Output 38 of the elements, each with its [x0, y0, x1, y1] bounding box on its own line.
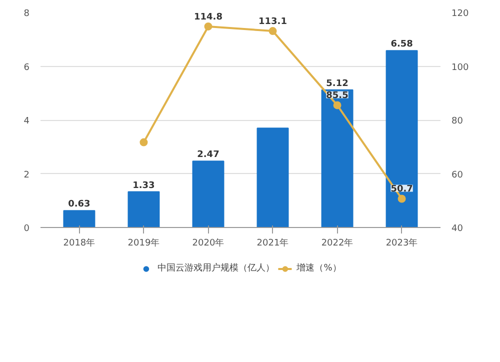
point: [333, 101, 342, 110]
y2-tick-label: 60: [452, 170, 464, 180]
x-tick-label: 2022年: [321, 238, 354, 248]
y-tick-label: 0: [24, 224, 30, 234]
bar: [63, 210, 96, 228]
data-label: 1.33: [132, 180, 155, 191]
x-tick-label: 2021年: [256, 238, 289, 248]
y2-tick-label: 80: [452, 116, 464, 126]
data-label: 50.7: [390, 184, 413, 195]
point: [140, 138, 148, 146]
y2-tick-label: 100: [452, 62, 469, 73]
legend-label: 增速（%）: [296, 262, 342, 274]
y2-tick-label: 40: [452, 224, 464, 234]
data-label: 6.58: [390, 40, 413, 50]
data-label: 85.5: [326, 91, 348, 102]
point: [268, 27, 277, 36]
data-label: 114.8: [194, 12, 222, 22]
data-label: 2.47: [197, 150, 220, 160]
y-tick-label: 6: [24, 62, 30, 73]
y-tick-label: 2: [24, 170, 30, 180]
x-tick-label: 2023年: [386, 238, 418, 248]
x-tick-label: 2020年: [192, 238, 224, 248]
bar: [386, 50, 418, 228]
data-label: 5.12: [326, 78, 348, 89]
x-tick-label: 2018年: [63, 238, 96, 248]
data-label: 0.63: [68, 200, 90, 210]
y-tick-label: 4: [24, 116, 30, 126]
y-tick-label: 8: [24, 9, 30, 19]
bar: [128, 191, 160, 228]
point: [398, 194, 406, 203]
y2-tick-label: 120: [452, 9, 469, 19]
x-tick-label: 2019年: [128, 238, 160, 248]
legend-label: 中国云游戏用户规模（亿人）: [158, 262, 275, 274]
data-label: 113.1: [258, 17, 287, 28]
point: [204, 22, 212, 30]
bar: [192, 160, 224, 228]
bar: [321, 89, 354, 228]
bar: [256, 128, 289, 228]
